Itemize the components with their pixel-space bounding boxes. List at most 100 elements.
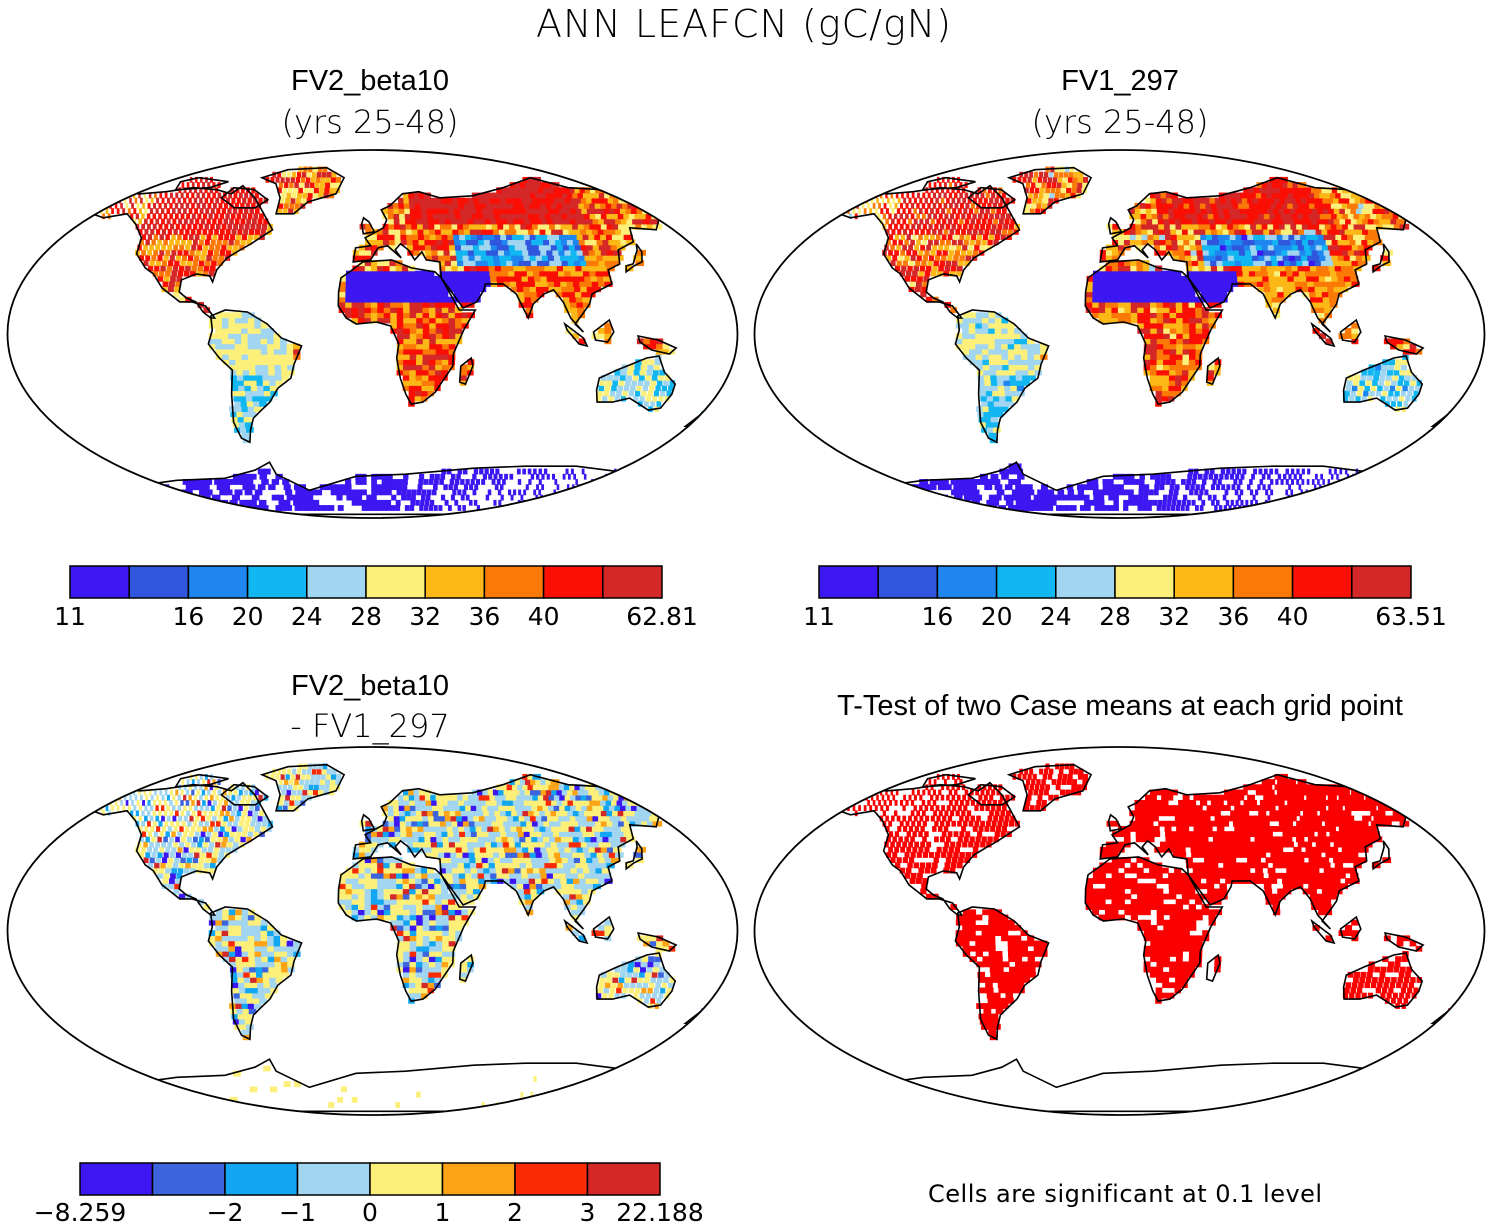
grid-cell (221, 244, 227, 251)
grid-cell (324, 187, 330, 194)
grid-cell (477, 192, 485, 199)
grid-cell (1163, 354, 1171, 360)
grid-cell (1256, 281, 1265, 287)
grid-cell (630, 505, 632, 511)
grid-cell (660, 987, 666, 994)
grid-cell (1156, 354, 1164, 360)
grid-cell (145, 255, 151, 261)
grid-cell (166, 265, 172, 272)
grid-cell (967, 197, 972, 204)
grid-cell (914, 229, 919, 235)
grid-cell (548, 286, 557, 293)
grid-cell (267, 327, 275, 334)
grid-cell (647, 987, 653, 994)
grid-cell (913, 208, 917, 214)
grid-cell (1111, 275, 1119, 282)
grid-cell (1235, 265, 1244, 272)
grid-cell (1217, 208, 1226, 214)
grid-cell (982, 364, 991, 371)
grid-cell (207, 182, 211, 188)
grid-cell (950, 244, 956, 251)
grid-cell (1033, 494, 1041, 501)
grid-cell (1245, 229, 1254, 235)
grid-cell (480, 223, 488, 230)
grid-cell (173, 229, 178, 235)
grid-cell (1173, 489, 1179, 496)
grid-cell (446, 275, 454, 282)
grid-cell (1280, 479, 1284, 485)
grid-cell (1252, 197, 1261, 204)
grid-cell (106, 192, 109, 199)
grid-cell (500, 197, 509, 204)
colorbar-swatch (877, 565, 939, 599)
grid-cell (469, 484, 474, 491)
grid-cell (183, 270, 190, 277)
grid-cell (1222, 229, 1231, 235)
grid-cell (229, 359, 237, 366)
grid-cell (1163, 348, 1171, 355)
grid-cell (908, 229, 914, 235)
grid-cell (315, 489, 323, 496)
grid-cell (1055, 505, 1063, 511)
grid-cell (390, 301, 398, 308)
grid-cell (639, 992, 645, 999)
grid-cell (603, 390, 609, 397)
grid-cell (834, 484, 846, 491)
grid-cell (1342, 395, 1349, 402)
grid-cell (399, 218, 407, 225)
grid-cell (403, 364, 410, 371)
grid-cell (1012, 505, 1021, 511)
grid-cell (1338, 229, 1348, 235)
grid-cell (385, 499, 392, 506)
grid-cell (574, 229, 584, 235)
grid-cell (1168, 380, 1176, 386)
grid-cell (269, 1086, 278, 1093)
grid-cell (364, 255, 372, 261)
grid-cell (1009, 374, 1017, 381)
grid-cell (1247, 234, 1256, 241)
grid-cell (1206, 286, 1215, 293)
grid-cell (1317, 234, 1327, 241)
grid-cell (138, 192, 141, 199)
grid-cell (1312, 275, 1321, 282)
grid-cell (452, 270, 460, 277)
grid-cell (1252, 213, 1261, 220)
grid-cell (664, 395, 670, 402)
grid-cell (1381, 505, 1383, 511)
grid-cell (1201, 244, 1210, 251)
grid-cell (280, 505, 288, 511)
grid-cell (661, 197, 672, 204)
grid-cell (589, 213, 599, 220)
grid-cell (177, 197, 181, 204)
grid-cell (1001, 343, 1009, 350)
map-border (6, 149, 739, 519)
grid-cell (1374, 202, 1385, 209)
grid-cell (624, 265, 634, 272)
grid-cell (547, 218, 556, 225)
grid-cell (1204, 260, 1212, 267)
grid-cell (640, 364, 648, 371)
grid-cell (848, 192, 851, 199)
coastline (259, 166, 346, 215)
grid-cell (422, 307, 430, 313)
grid-cell (615, 499, 617, 506)
grid-cell (175, 192, 179, 199)
grid-cell (581, 291, 590, 298)
grid-cell (1044, 499, 1052, 506)
grid-cell (217, 218, 223, 225)
grid-cell (1277, 260, 1286, 267)
grid-cell (1300, 187, 1310, 194)
grid-cell (506, 187, 515, 194)
grid-cell (1163, 343, 1171, 350)
grid-cell (1037, 197, 1043, 204)
grid-cell (1111, 291, 1119, 298)
grid-cell (517, 291, 526, 298)
grid-cell (241, 234, 247, 241)
grid-cell (158, 223, 163, 230)
grid-cell (1258, 187, 1267, 194)
grid-cell (1140, 218, 1148, 225)
grid-cell (954, 494, 963, 501)
grid-cell (1338, 505, 1340, 511)
grid-cell (523, 291, 532, 298)
grid-cell (1403, 213, 1414, 220)
